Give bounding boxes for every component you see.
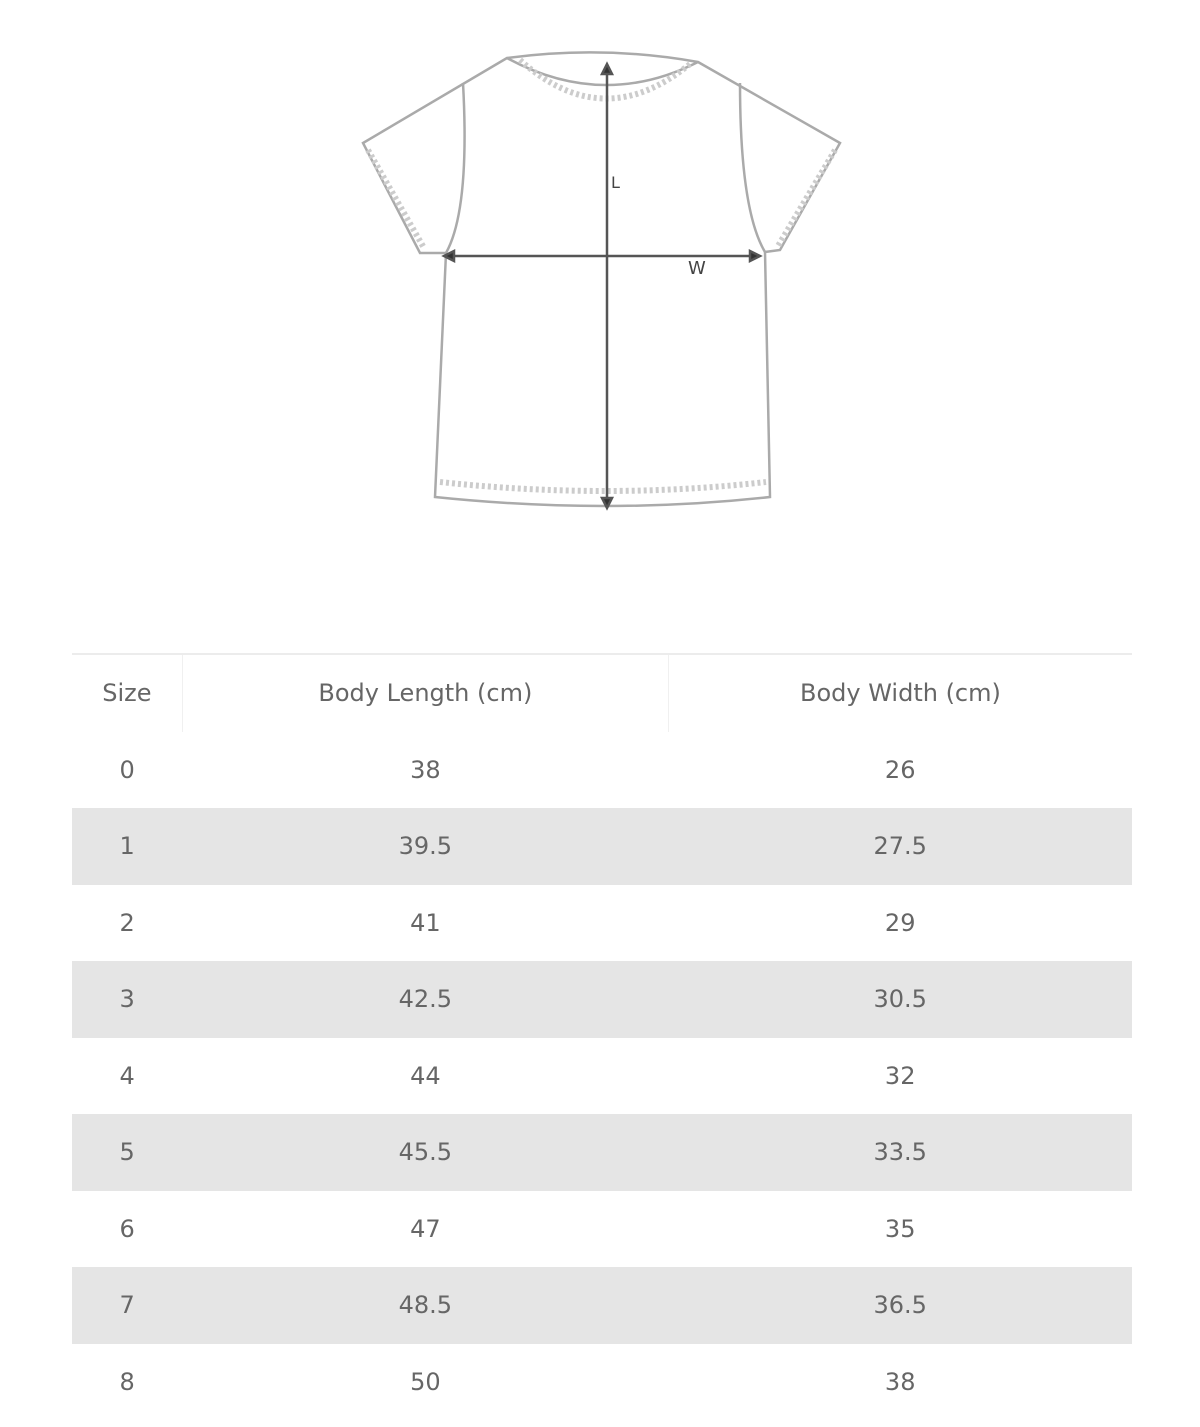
width-arrow	[441, 248, 763, 264]
size-cell: 6	[119, 1214, 135, 1243]
size-cell: 1	[72, 808, 183, 885]
body-length-cell: 48.5	[182, 1267, 669, 1344]
size-chart-table: Size Body Length (cm) Body Width (cm) 0 3…	[72, 653, 1132, 1420]
table-row: 6 47 35	[72, 1191, 1132, 1268]
size-cell: 2	[119, 908, 135, 937]
table-row: 8 50 38	[72, 1344, 1132, 1421]
header-body-width: Body Width (cm)	[667, 654, 1132, 732]
body-width-cell: 26	[884, 755, 916, 784]
size-cell: 3	[72, 961, 183, 1038]
body-width-cell: 35	[884, 1214, 916, 1243]
table-row: 2 41 29	[72, 885, 1132, 962]
header-body-length: Body Length (cm)	[181, 654, 669, 732]
size-cell: 4	[119, 1061, 135, 1090]
body-width-cell: 27.5	[668, 808, 1132, 885]
body-length-cell: 50	[410, 1367, 441, 1396]
body-width-cell: 29	[884, 908, 916, 937]
body-length-cell: 47	[410, 1214, 441, 1243]
body-length-cell: 39.5	[182, 808, 669, 885]
body-length-cell: 44	[410, 1061, 441, 1090]
body-width-cell: 33.5	[668, 1114, 1132, 1191]
body-length-cell: 41	[410, 908, 441, 937]
size-cell: 0	[119, 755, 135, 784]
body-width-cell: 32	[884, 1061, 916, 1090]
body-length-cell: 42.5	[182, 961, 669, 1038]
header-size: Size	[102, 679, 152, 708]
body-length-cell: 38	[410, 755, 441, 784]
size-cell: 8	[119, 1367, 135, 1396]
body-width-cell: 38	[884, 1367, 916, 1396]
table-row: 0 38 26	[72, 732, 1132, 809]
tshirt-measurement-diagram: L W	[361, 51, 842, 511]
table-row: 5 45.5 33.5	[72, 1114, 1132, 1191]
table-row: 4 44 32	[72, 1038, 1132, 1115]
length-label: L	[611, 173, 620, 192]
tshirt-outline	[361, 51, 842, 508]
size-cell: 5	[72, 1114, 183, 1191]
table-header-row: Size Body Length (cm) Body Width (cm)	[72, 654, 1132, 732]
body-length-cell: 45.5	[182, 1114, 669, 1191]
table-row: 3 42.5 30.5	[72, 961, 1132, 1038]
width-label: W	[688, 258, 706, 279]
length-arrow	[599, 61, 615, 511]
table-row: 1 39.5 27.5	[72, 808, 1132, 885]
size-cell: 7	[72, 1267, 183, 1344]
body-width-cell: 36.5	[668, 1267, 1132, 1344]
body-width-cell: 30.5	[668, 961, 1132, 1038]
table-row: 7 48.5 36.5	[72, 1267, 1132, 1344]
